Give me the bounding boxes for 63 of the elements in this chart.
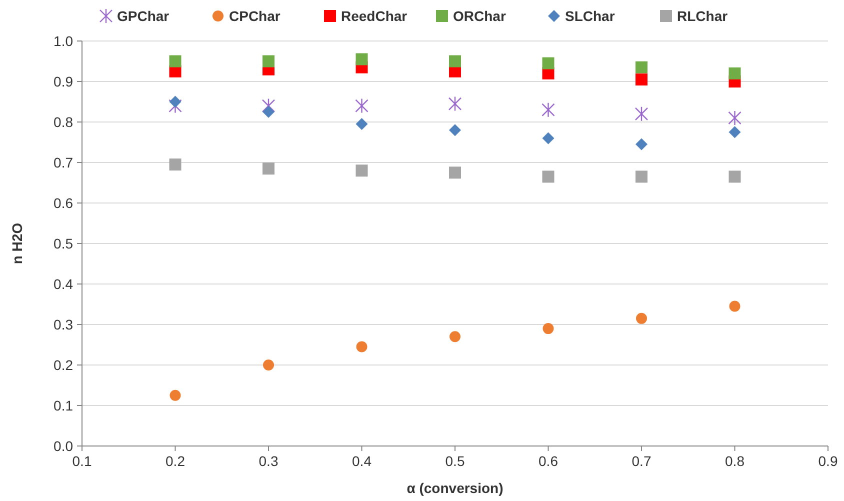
point <box>542 323 554 334</box>
legend-label: GPChar <box>117 8 170 24</box>
x-tick-label: 0.1 <box>72 453 92 469</box>
point <box>542 57 554 70</box>
point <box>169 55 182 68</box>
point <box>636 170 648 183</box>
legend-label: ORChar <box>453 8 506 24</box>
point <box>449 55 461 68</box>
legend-label: ReedChar <box>341 8 408 24</box>
point <box>728 170 741 183</box>
y-tick-label: 1.0 <box>54 32 74 49</box>
point <box>450 331 460 342</box>
y-axis-title: n H2O <box>9 222 25 264</box>
y-tick-label: 0.9 <box>54 73 74 90</box>
point <box>636 138 648 150</box>
y-tick-label: 0.7 <box>54 154 74 170</box>
point <box>636 61 648 74</box>
point <box>262 98 276 114</box>
point <box>169 96 182 108</box>
legend-label: SLChar <box>565 8 616 24</box>
point <box>542 170 554 183</box>
point <box>356 341 368 352</box>
point <box>169 158 182 171</box>
point <box>636 73 648 86</box>
point <box>542 102 555 118</box>
y-tick-label: 0.4 <box>54 276 74 292</box>
point <box>449 166 461 179</box>
legend-label: RLChar <box>677 8 728 24</box>
y-tick-label: 0.8 <box>54 114 74 130</box>
x-tick-label: 0.5 <box>445 453 465 469</box>
y-tick-label: 0.1 <box>54 397 74 414</box>
point <box>170 390 181 401</box>
point <box>449 124 461 136</box>
x-tick-label: 0.8 <box>725 453 745 469</box>
point <box>355 98 368 114</box>
point <box>448 96 462 112</box>
point <box>728 67 741 80</box>
x-tick-label: 0.4 <box>352 453 372 469</box>
point <box>636 312 647 324</box>
point <box>729 300 740 312</box>
point <box>542 132 554 144</box>
y-tick-label: 0.3 <box>54 316 74 332</box>
y-tick-label: 0.6 <box>54 194 74 211</box>
x-tick-label: 0.2 <box>166 453 186 469</box>
y-tick-label: 0.5 <box>54 235 74 252</box>
point <box>728 126 741 138</box>
x-tick-label: 0.9 <box>818 453 838 469</box>
legend-label: CPChar <box>229 8 281 24</box>
x-tick-label: 0.6 <box>538 453 558 469</box>
y-tick-label: 0.0 <box>54 438 74 454</box>
y-tick-label: 0.2 <box>54 356 74 373</box>
point <box>263 360 274 370</box>
point <box>728 110 742 126</box>
x-axis-title: α (conversion) <box>406 480 504 496</box>
point <box>262 106 274 118</box>
point <box>356 118 368 130</box>
point <box>262 55 274 68</box>
point <box>262 162 274 175</box>
x-tick-label: 0.7 <box>632 453 652 469</box>
point <box>356 164 368 177</box>
x-tick-label: 0.3 <box>258 453 278 469</box>
point <box>634 106 648 122</box>
point <box>356 53 368 66</box>
